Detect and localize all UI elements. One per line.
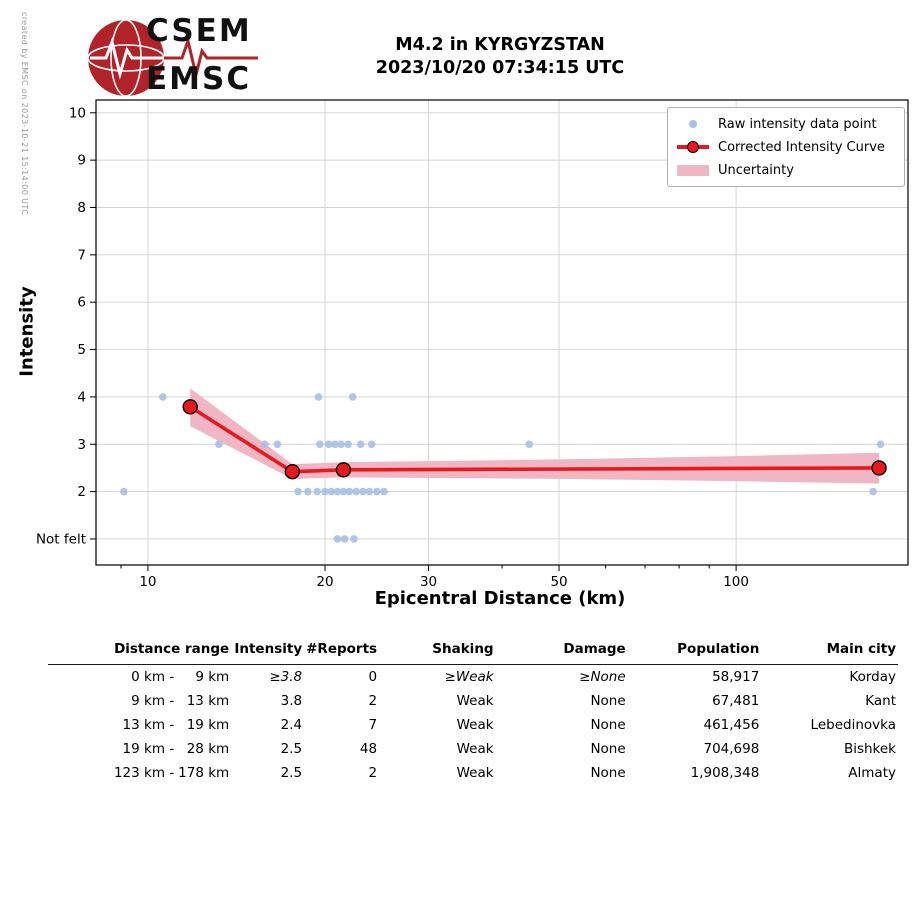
y-axis-label: Intensity — [16, 286, 38, 377]
intensity-distance-chart: 10 20 30 50 100 Not felt 2 3 4 5 6 7 8 9 10 — [36, 99, 909, 590]
table-row: 19 km - 28 km 2.5 48 Weak None 704,698 B… — [48, 737, 898, 761]
cell-intensity: 3.8 — [280, 693, 303, 709]
cell-shaking: ≥Weak — [444, 669, 494, 685]
tick-labels: 10 20 30 50 100 Not felt 2 3 4 5 6 7 8 9 10 — [36, 105, 749, 590]
col-header-damage: Damage — [495, 637, 628, 665]
raw-point-icon — [677, 120, 709, 128]
legend-label-raw: Raw intensity data point — [718, 116, 877, 132]
impact-summary-table: Distance range Intensity #Reports Shakin… — [48, 637, 898, 785]
col-header-distance-range: Distance range — [48, 637, 232, 665]
svg-text:10: 10 — [139, 574, 156, 590]
curve-markers — [182, 399, 887, 480]
cell-dist-from: 19 km - — [122, 741, 175, 757]
col-header-shaking: Shaking — [379, 637, 496, 665]
page-title: M4.2 in KYRGYZSTAN 2023/10/20 07:34:15 U… — [230, 34, 770, 80]
svg-text:30: 30 — [420, 574, 437, 590]
cell-reports: 0 — [368, 669, 378, 685]
cell-damage: None — [590, 741, 626, 757]
cell-city: Kant — [865, 693, 896, 709]
cell-population: 58,917 — [712, 669, 760, 685]
cell-reports: 2 — [368, 693, 378, 709]
cell-city: Lebedinovka — [810, 717, 896, 733]
table-row: 123 km - 178 km 2.5 2 Weak None 1,908,34… — [48, 761, 898, 785]
col-header-intensity: Intensity — [231, 637, 305, 665]
svg-text:7: 7 — [77, 247, 86, 263]
cell-intensity: ≥3.8 — [269, 669, 303, 685]
cell-intensity: 2.5 — [280, 741, 303, 757]
page-title-line1: M4.2 in KYRGYZSTAN — [395, 35, 605, 55]
col-header-reports: #Reports — [304, 637, 380, 665]
page-title-line2: 2023/10/20 07:34:15 UTC — [375, 58, 625, 78]
cell-population: 67,481 — [712, 693, 760, 709]
axis-ticks — [90, 112, 737, 571]
uncertainty-band-icon — [677, 164, 709, 176]
table-row: 0 km - 9 km ≥3.8 0 ≥Weak ≥None 58,917 Ko… — [48, 665, 898, 690]
cell-reports: 2 — [368, 765, 378, 781]
cell-damage: None — [590, 765, 626, 781]
cell-damage: None — [590, 693, 626, 709]
table-row: 13 km - 19 km 2.4 7 Weak None 461,456 Le… — [48, 713, 898, 737]
svg-text:20: 20 — [316, 574, 333, 590]
corrected-intensity-curve — [189, 405, 880, 474]
col-header-population: Population — [627, 637, 762, 665]
cell-reports: 48 — [359, 741, 378, 757]
cell-reports: 7 — [368, 717, 378, 733]
seismogram-trace-icon — [90, 36, 164, 80]
table-header-row: Distance range Intensity #Reports Shakin… — [48, 637, 898, 665]
cell-dist-from: 13 km - — [122, 717, 175, 733]
table-row: 9 km - 13 km 3.8 2 Weak None 67,481 Kant — [48, 689, 898, 713]
cell-dist-to: 9 km — [195, 669, 230, 685]
raw-intensity-points — [120, 393, 885, 543]
uncertainty-band — [190, 388, 880, 484]
emsc-logo: CSEM EMSC — [86, 10, 271, 105]
cell-dist-to: 28 km — [186, 741, 230, 757]
cell-dist-from: 0 km - — [131, 669, 175, 685]
legend-label-curve: Corrected Intensity Curve — [718, 139, 885, 155]
cell-intensity: 2.5 — [280, 765, 303, 781]
svg-text:5: 5 — [77, 342, 86, 358]
svg-text:2: 2 — [77, 484, 86, 500]
logo-emsc-text: EMSC — [146, 61, 252, 97]
logo-graphic — [87, 19, 258, 97]
svg-text:8: 8 — [77, 200, 86, 216]
svg-text:100: 100 — [723, 574, 749, 590]
cell-population: 704,698 — [703, 741, 760, 757]
x-axis-label: Epicentral Distance (km) — [374, 588, 626, 609]
chart-legend: Raw intensity data point Corrected Inten… — [667, 107, 905, 187]
legend-item-band: Uncertainty — [677, 161, 895, 179]
created-by-watermark: created by EMSC on 2023-10-21 15:14:00 U… — [20, 12, 29, 216]
cell-population: 461,456 — [703, 717, 760, 733]
seismogram-trace-icon — [164, 35, 258, 76]
curve-marker-icon — [677, 145, 709, 149]
svg-text:10: 10 — [69, 105, 86, 121]
cell-city: Almaty — [848, 765, 896, 781]
legend-item-curve: Corrected Intensity Curve — [677, 138, 895, 156]
logo-csem-text: CSEM — [146, 13, 252, 49]
svg-text:4: 4 — [77, 389, 86, 405]
cell-shaking: Weak — [456, 741, 494, 757]
cell-shaking: Weak — [456, 693, 494, 709]
cell-damage: None — [590, 717, 626, 733]
cell-shaking: Weak — [456, 765, 494, 781]
col-header-main-city: Main city — [761, 637, 898, 665]
legend-label-band: Uncertainty — [718, 162, 794, 178]
cell-shaking: Weak — [456, 717, 494, 733]
svg-text:3: 3 — [77, 437, 86, 453]
cell-damage: ≥None — [579, 669, 626, 685]
cell-intensity: 2.4 — [280, 717, 303, 733]
legend-item-raw: Raw intensity data point — [677, 115, 895, 133]
cell-population: 1,908,348 — [690, 765, 760, 781]
cell-dist-from: 123 km - — [113, 765, 175, 781]
cell-dist-from: 9 km - — [131, 693, 175, 709]
svg-text:Not felt: Not felt — [36, 531, 86, 547]
cell-city: Korday — [849, 669, 896, 685]
cell-dist-to: 178 km — [178, 765, 230, 781]
svg-text:50: 50 — [550, 574, 567, 590]
svg-text:6: 6 — [77, 295, 86, 311]
cell-dist-to: 19 km — [186, 717, 230, 733]
svg-text:9: 9 — [77, 153, 86, 169]
cell-dist-to: 13 km — [186, 693, 230, 709]
cell-city: Bishkek — [843, 741, 896, 757]
